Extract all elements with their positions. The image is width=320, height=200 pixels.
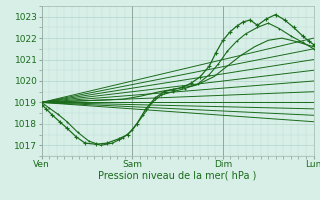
X-axis label: Pression niveau de la mer( hPa ): Pression niveau de la mer( hPa ) bbox=[99, 171, 257, 181]
